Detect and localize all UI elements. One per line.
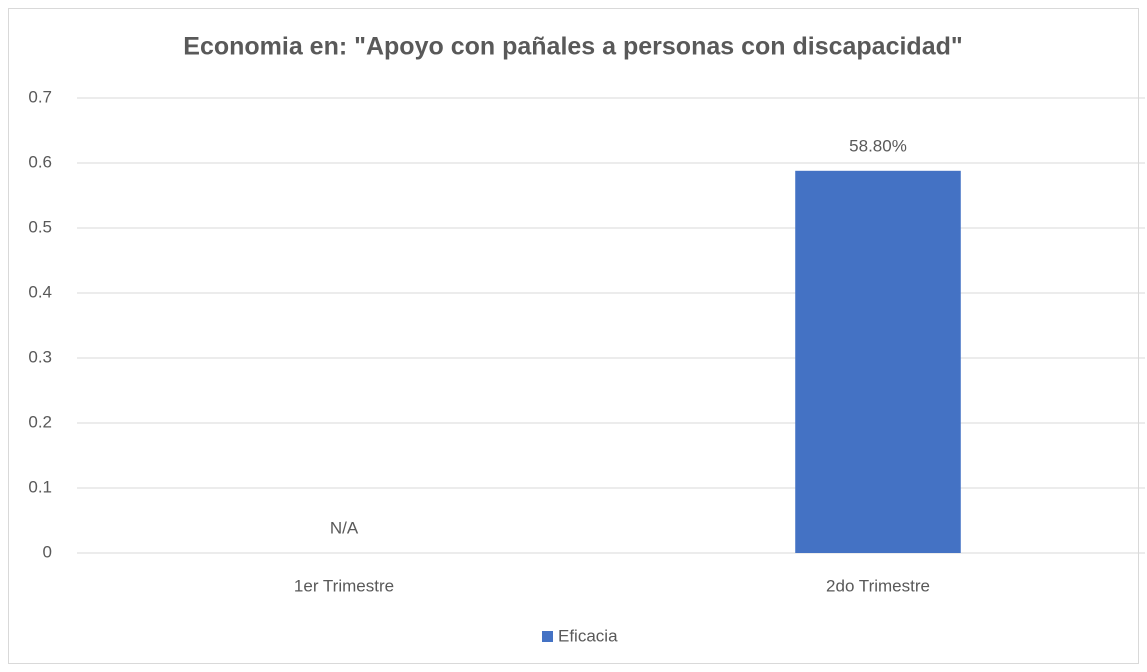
chart-title: Economia en: "Apoyo con pañales a person…: [183, 33, 962, 61]
data-label: 58.80%: [849, 136, 907, 155]
legend-swatch: [542, 631, 553, 642]
y-tick-label: 0.6: [28, 152, 52, 171]
legend-label: Eficacia: [558, 626, 618, 645]
bar: [795, 170, 961, 554]
x-tick-label: 1er Trimestre: [294, 576, 394, 595]
y-tick-label: 0.1: [28, 477, 52, 496]
y-tick-label: 0.4: [28, 282, 52, 301]
y-tick-label: 0.7: [28, 87, 52, 106]
y-tick-label: 0.5: [28, 217, 52, 236]
y-tick-label: 0.2: [28, 412, 52, 431]
x-tick-label: 2do Trimestre: [826, 576, 930, 595]
data-label: N/A: [330, 518, 359, 537]
chart-border: [8, 8, 1139, 664]
y-tick-label: 0: [43, 542, 52, 561]
y-tick-label: 0.3: [28, 347, 52, 366]
